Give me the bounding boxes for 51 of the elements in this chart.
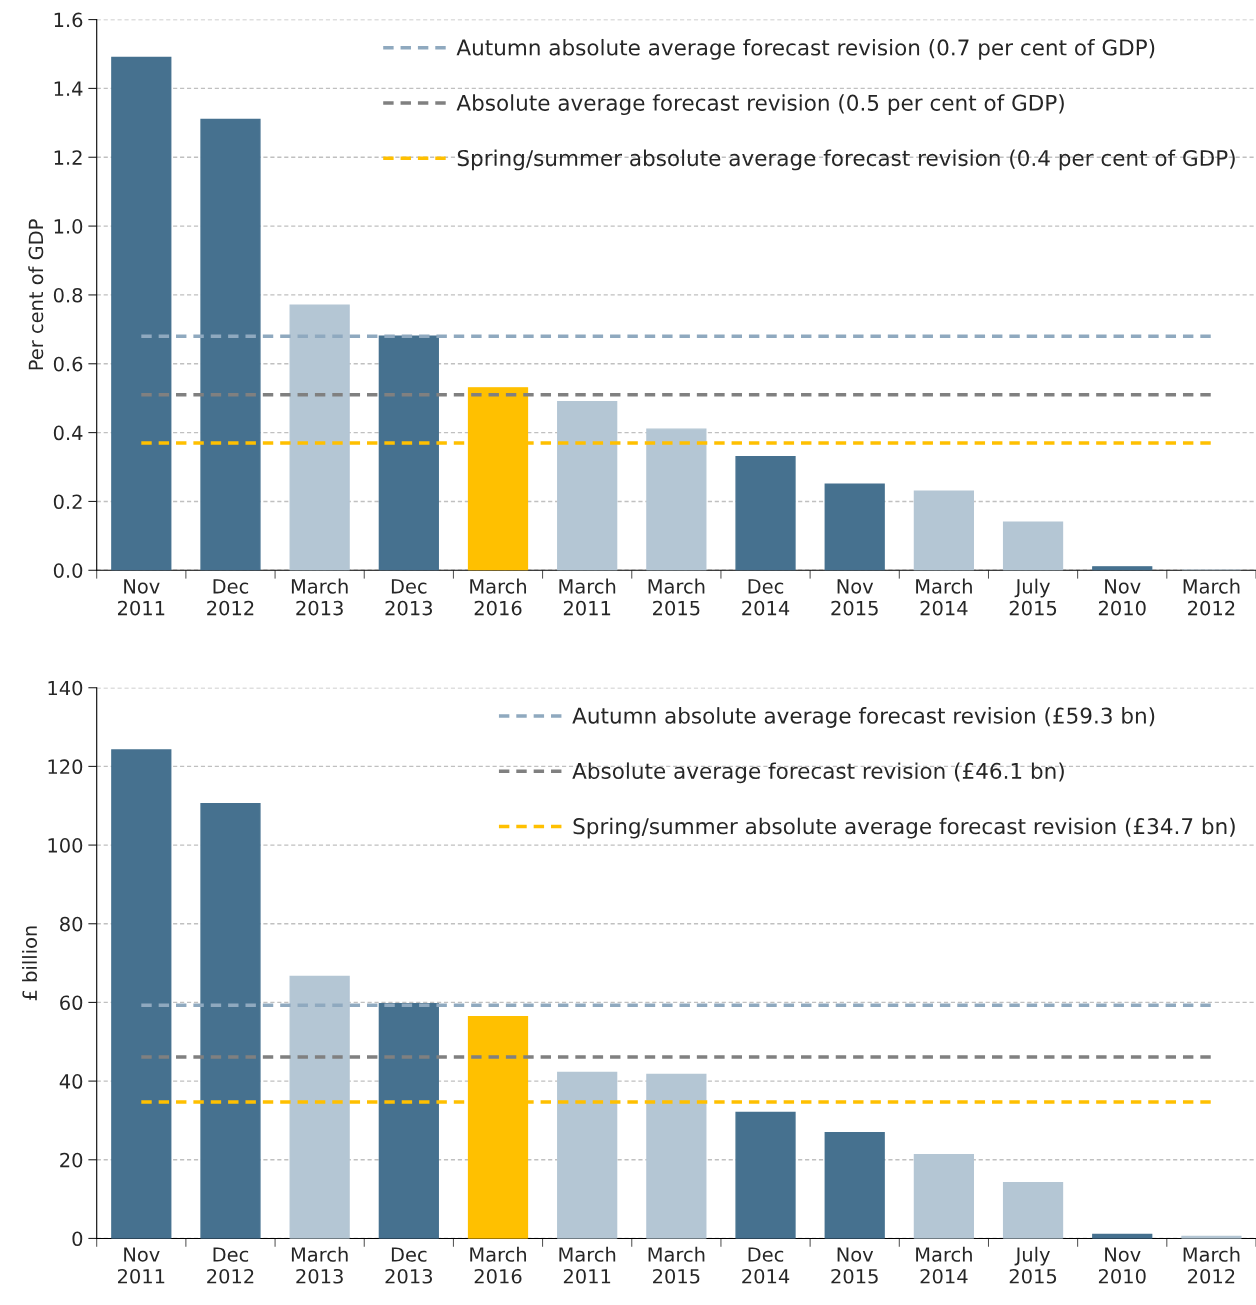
y-axis-title: Per cent of GDP bbox=[28, 219, 44, 370]
x-tick-label: March 2011 bbox=[559, 1246, 616, 1284]
y-tick-label: 1.0 bbox=[54, 219, 83, 234]
y-tick-label: 80 bbox=[60, 916, 83, 932]
x-tick-label: March 2012 bbox=[1183, 1246, 1240, 1284]
y-tick-label: 40 bbox=[59, 1074, 83, 1089]
y-tick-label: 140 bbox=[48, 680, 83, 696]
x-tick-label: March 2012 bbox=[1183, 578, 1240, 616]
x-tick-label: July 2015 bbox=[1009, 578, 1057, 616]
x-tick-label: Nov 2011 bbox=[117, 1247, 165, 1284]
legend-label: Autumn absolute average forecast revision (£59.3 bn) bbox=[572, 707, 1155, 728]
y-tick-label: 60 bbox=[60, 995, 83, 1011]
x-tick-label: March 2011 bbox=[559, 578, 616, 616]
y-tick-label: 1.6 bbox=[54, 12, 83, 28]
legend-label: Spring/summer absolute average forecast revision (0.4 per cent of GDP) bbox=[457, 149, 1235, 171]
x-tick-label: March 2014 bbox=[916, 578, 972, 616]
y-tick-label: 20 bbox=[60, 1152, 83, 1168]
x-tick-label: March 2015 bbox=[648, 578, 705, 616]
legend-label: Spring/summer absolute average forecast revision (£34.7 bn) bbox=[573, 817, 1235, 839]
y-axis-title: £ billion bbox=[22, 926, 38, 1001]
x-tick-label: March 2013 bbox=[291, 578, 348, 616]
x-tick-label: March 2015 bbox=[648, 1246, 705, 1284]
x-tick-label: Dec 2012 bbox=[207, 1247, 254, 1284]
x-tick-label: Dec 2013 bbox=[385, 579, 433, 616]
y-tick-label: 1.4 bbox=[54, 81, 83, 96]
x-tick-label: Dec 2013 bbox=[385, 1247, 433, 1284]
x-tick-label: March 2013 bbox=[291, 1246, 348, 1284]
x-tick-label: Dec 2014 bbox=[742, 1247, 790, 1284]
legend-label: Absolute average forecast revision (0.5 per cent of GDP) bbox=[456, 94, 1064, 116]
y-tick-label: 0.8 bbox=[53, 287, 83, 303]
y-tick-label: 0 bbox=[72, 1231, 83, 1247]
x-tick-label: Dec 2014 bbox=[742, 579, 790, 616]
x-tick-label: July 2015 bbox=[1009, 1246, 1057, 1284]
y-tick-label: 0.4 bbox=[53, 425, 83, 441]
x-tick-label: Nov 2011 bbox=[117, 579, 165, 616]
x-tick-label: Nov 2010 bbox=[1098, 1247, 1146, 1284]
y-tick-label: 0.0 bbox=[53, 563, 83, 578]
legend-label: Autumn absolute average forecast revision (0.7 per cent of GDP) bbox=[456, 38, 1155, 60]
x-tick-label: March 2016 bbox=[470, 1246, 526, 1284]
x-tick-label: March 2016 bbox=[470, 578, 526, 616]
x-tick-label: March 2014 bbox=[916, 1246, 972, 1284]
x-tick-label: Nov 2015 bbox=[831, 579, 878, 616]
x-tick-label: Dec 2012 bbox=[207, 579, 254, 616]
y-tick-label: 100 bbox=[48, 838, 83, 853]
y-tick-label: 0.6 bbox=[53, 356, 83, 372]
x-tick-label: Nov 2010 bbox=[1098, 579, 1146, 616]
x-tick-label: Nov 2015 bbox=[831, 1247, 878, 1284]
legend-label: Absolute average forecast revision (£46.1 bn) bbox=[572, 762, 1064, 784]
y-tick-label: 1.2 bbox=[54, 150, 82, 165]
y-tick-label: 0.2 bbox=[53, 494, 82, 510]
y-tick-label: 120 bbox=[48, 759, 83, 775]
